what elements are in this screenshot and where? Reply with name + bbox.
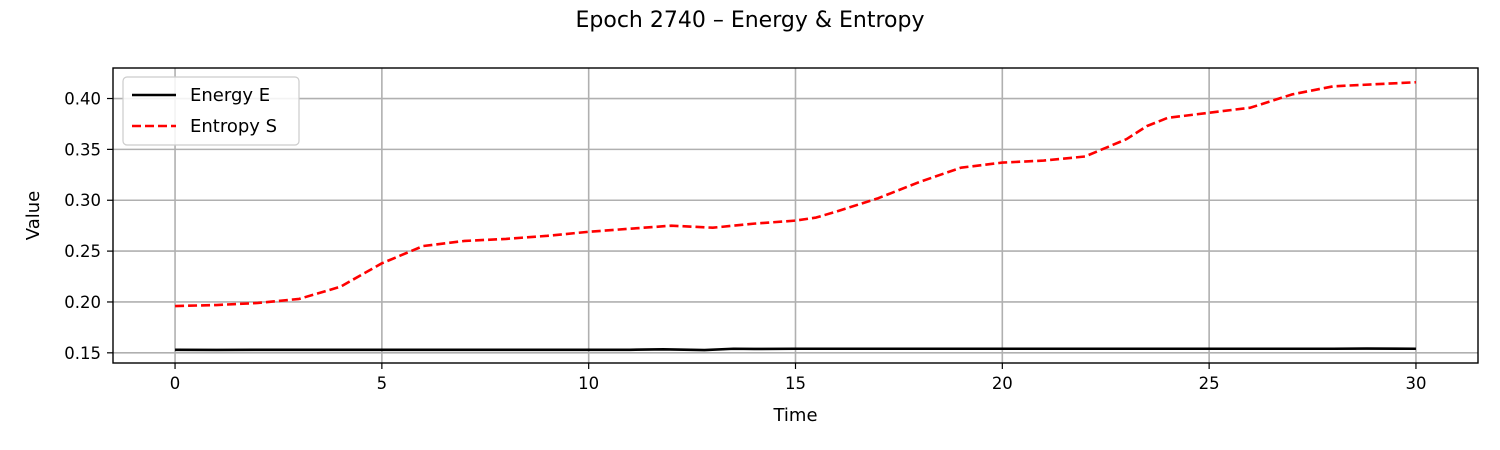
legend-label: Entropy S xyxy=(190,116,277,137)
y-axis-label: Value xyxy=(23,191,44,240)
y-tick-label: 0.40 xyxy=(64,90,101,109)
legend-items: Energy E Entropy S xyxy=(132,85,277,137)
x-tick-label: 25 xyxy=(1199,374,1220,393)
chart-title: Epoch 2740 – Energy & Entropy xyxy=(576,8,925,33)
x-tick-label: 20 xyxy=(992,374,1013,393)
legend-label: Energy E xyxy=(190,85,270,106)
series-line-energy xyxy=(175,347,1416,352)
y-tick-label: 0.35 xyxy=(64,140,101,159)
x-tick-label: 30 xyxy=(1405,374,1426,393)
series-line-entropy xyxy=(175,80,1417,308)
grid-lines xyxy=(113,68,1478,363)
y-tick-label: 0.15 xyxy=(64,344,101,363)
plot-area: 0 5 10 15 20 25 30 0.15 0.20 0.25 0.30 0.35 0.40 xyxy=(64,67,1479,393)
y-tick-label: 0.25 xyxy=(64,242,101,261)
legend: Energy E Entropy S xyxy=(122,76,300,146)
x-axis-label: Time xyxy=(772,405,817,426)
y-tick-label: 0.20 xyxy=(64,293,101,312)
series-lines xyxy=(175,80,1417,352)
x-tick-label: 10 xyxy=(578,374,599,393)
x-tick-label: 5 xyxy=(377,374,388,393)
x-axis-ticks: 0 5 10 15 20 25 30 xyxy=(170,363,1426,393)
y-axis-ticks: 0.15 0.20 0.25 0.30 0.35 0.40 xyxy=(64,90,113,363)
x-tick-label: 15 xyxy=(785,374,806,393)
x-tick-label: 0 xyxy=(170,374,181,393)
y-tick-label: 0.30 xyxy=(64,191,101,210)
